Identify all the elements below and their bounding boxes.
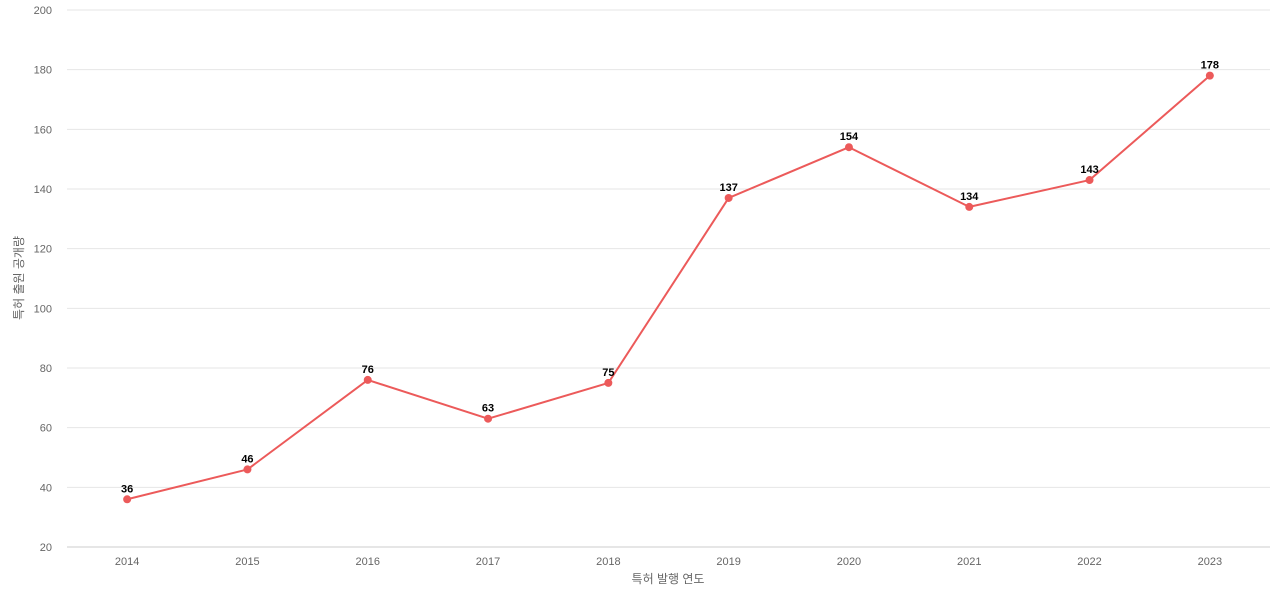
- y-tick-label: 80: [40, 363, 52, 375]
- grid-layer: [67, 9, 1270, 488]
- data-label: 63: [482, 403, 494, 415]
- data-point: [604, 378, 613, 387]
- y-tick-label: 120: [34, 244, 52, 256]
- y-tick-label: 40: [40, 482, 52, 494]
- x-tick-label: 2021: [957, 556, 981, 568]
- data-point: [1085, 176, 1094, 185]
- data-label: 36: [121, 483, 133, 495]
- x-tick-label: 2017: [476, 556, 500, 568]
- data-point: [243, 465, 252, 474]
- x-tick-label: 2014: [115, 556, 139, 568]
- y-tick-label: 200: [34, 5, 52, 17]
- data-label: 46: [241, 453, 253, 465]
- y-tick-label: 180: [34, 65, 52, 77]
- x-tick-label: 2019: [716, 556, 740, 568]
- data-point: [123, 495, 132, 504]
- data-point: [724, 193, 733, 202]
- data-point: [844, 143, 853, 152]
- data-label: 76: [362, 364, 374, 376]
- y-tick-label: 100: [34, 303, 52, 315]
- axis-layer: 20 40 60 80 100 120 140 160 180 200 2014 2015 2016 20…: [34, 5, 1270, 568]
- y-tick-label: 160: [34, 124, 52, 136]
- data-point: [965, 202, 974, 211]
- x-tick-label: 2015: [235, 556, 259, 568]
- y-tick-label: 140: [34, 184, 52, 196]
- x-tick-label: 2020: [837, 556, 861, 568]
- y-tick-label: 20: [40, 542, 52, 554]
- data-label: 154: [840, 131, 859, 143]
- x-axis-title: 특허 발행 연도: [632, 571, 705, 586]
- data-label: 137: [719, 182, 737, 194]
- data-label: 178: [1201, 60, 1219, 72]
- data-point: [363, 375, 372, 384]
- series-layer: [123, 71, 1214, 504]
- data-point: [484, 414, 493, 423]
- y-tick-label: 60: [40, 423, 52, 435]
- x-tick-label: 2022: [1077, 556, 1101, 568]
- x-tick-label: 2023: [1198, 556, 1222, 568]
- x-tick-label: 2016: [356, 556, 380, 568]
- data-label: 75: [602, 367, 614, 379]
- data-label: 134: [960, 191, 979, 203]
- label-layer: 36 46 76 63 75 137 154 134 143 178: [121, 60, 1219, 496]
- data-label: 143: [1080, 164, 1098, 176]
- series-line: [126, 74, 1211, 501]
- data-point: [1205, 71, 1214, 80]
- y-axis-title: 특허 출원 공개량: [12, 236, 26, 320]
- x-tick-label: 2018: [596, 556, 620, 568]
